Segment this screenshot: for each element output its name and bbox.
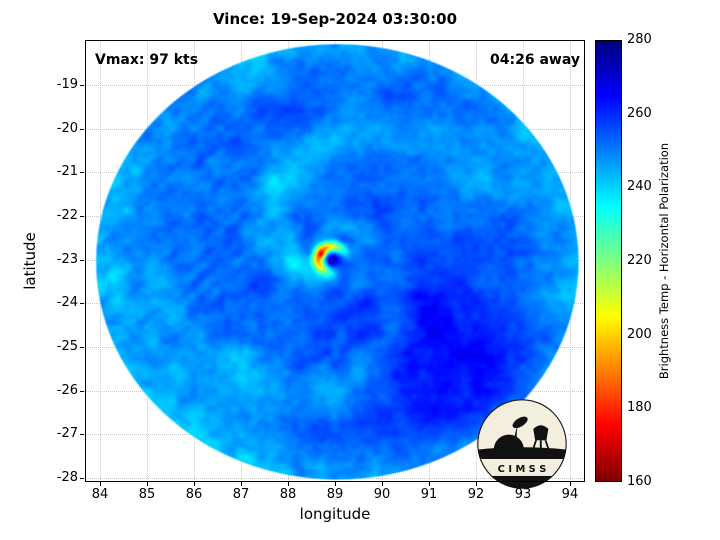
x-tick-label: 90 xyxy=(373,487,391,502)
x-tick-label: 89 xyxy=(326,487,344,502)
y-tick-label: -20 xyxy=(56,120,78,136)
x-tick-mark xyxy=(381,482,383,486)
x-tick-label: 84 xyxy=(91,487,109,502)
colorbar-tick-label: 160 xyxy=(627,474,652,489)
y-tick-mark xyxy=(80,216,84,217)
y-tick-label: -24 xyxy=(56,295,78,311)
y-tick-mark xyxy=(80,303,84,305)
x-tick-label: 94 xyxy=(561,487,579,502)
x-tick-mark xyxy=(428,482,430,486)
vmax-annotation: Vmax: 97 kts xyxy=(95,52,199,68)
y-tick-label: -28 xyxy=(56,470,78,486)
y-tick-label: -27 xyxy=(56,426,78,442)
y-tick-mark xyxy=(80,172,84,174)
x-tick-mark xyxy=(241,482,242,486)
x-tick-label: 93 xyxy=(514,487,532,502)
y-tick-mark xyxy=(80,347,84,349)
y-tick-label: -23 xyxy=(56,251,78,267)
y-tick-mark xyxy=(80,259,84,261)
cimss-logo: C I M S S xyxy=(477,399,567,489)
x-axis-label: longitude xyxy=(299,505,371,523)
x-tick-mark xyxy=(288,482,289,486)
y-tick-label: -22 xyxy=(56,208,78,223)
y-tick-mark xyxy=(80,84,84,86)
x-tick-label: 87 xyxy=(232,487,250,502)
y-tick-mark xyxy=(80,390,84,392)
x-tick-label: 86 xyxy=(185,487,203,502)
x-tick-mark xyxy=(335,482,336,486)
colorbar-label: Brightness Temp - Horizontal Polarizatio… xyxy=(657,142,671,380)
x-tick-mark xyxy=(147,482,149,486)
y-tick-mark xyxy=(80,434,84,436)
y-tick-label: -19 xyxy=(56,76,78,92)
colorbar-tick-label: 240 xyxy=(627,179,652,195)
x-tick-mark xyxy=(194,482,196,486)
eta-annotation: 04:26 away xyxy=(490,52,580,68)
y-tick-mark xyxy=(80,128,84,130)
colorbar xyxy=(595,40,622,482)
colorbar-tick-label: 220 xyxy=(627,253,652,268)
y-axis-label: latitude xyxy=(21,232,39,290)
colorbar-tick-label: 280 xyxy=(627,32,652,47)
y-tick-label: -26 xyxy=(56,382,78,398)
skyline-band xyxy=(477,447,567,460)
y-tick-mark xyxy=(80,478,84,480)
plot-area: Vmax: 97 kts 04:26 away xyxy=(85,40,585,489)
x-tick-label: 92 xyxy=(467,487,485,502)
x-tick-mark xyxy=(569,482,571,486)
x-tick-label: 85 xyxy=(138,487,156,502)
colorbar-tick-label: 260 xyxy=(627,105,652,121)
x-tick-mark xyxy=(100,482,102,486)
cimss-logo-text: C I M S S xyxy=(498,464,547,475)
colorbar-tick-label: 180 xyxy=(627,400,652,416)
x-tick-label: 88 xyxy=(279,487,297,502)
colorbar-canvas xyxy=(595,40,622,482)
colorbar-tick-label: 200 xyxy=(627,326,652,342)
y-tick-label: -21 xyxy=(56,164,78,180)
x-tick-mark xyxy=(475,482,477,486)
x-tick-label: 91 xyxy=(420,487,438,502)
y-tick-label: -25 xyxy=(56,339,78,355)
satellite-dish-icon xyxy=(512,416,528,441)
page-title: Vince: 19-Sep-2024 03:30:00 xyxy=(212,10,458,28)
